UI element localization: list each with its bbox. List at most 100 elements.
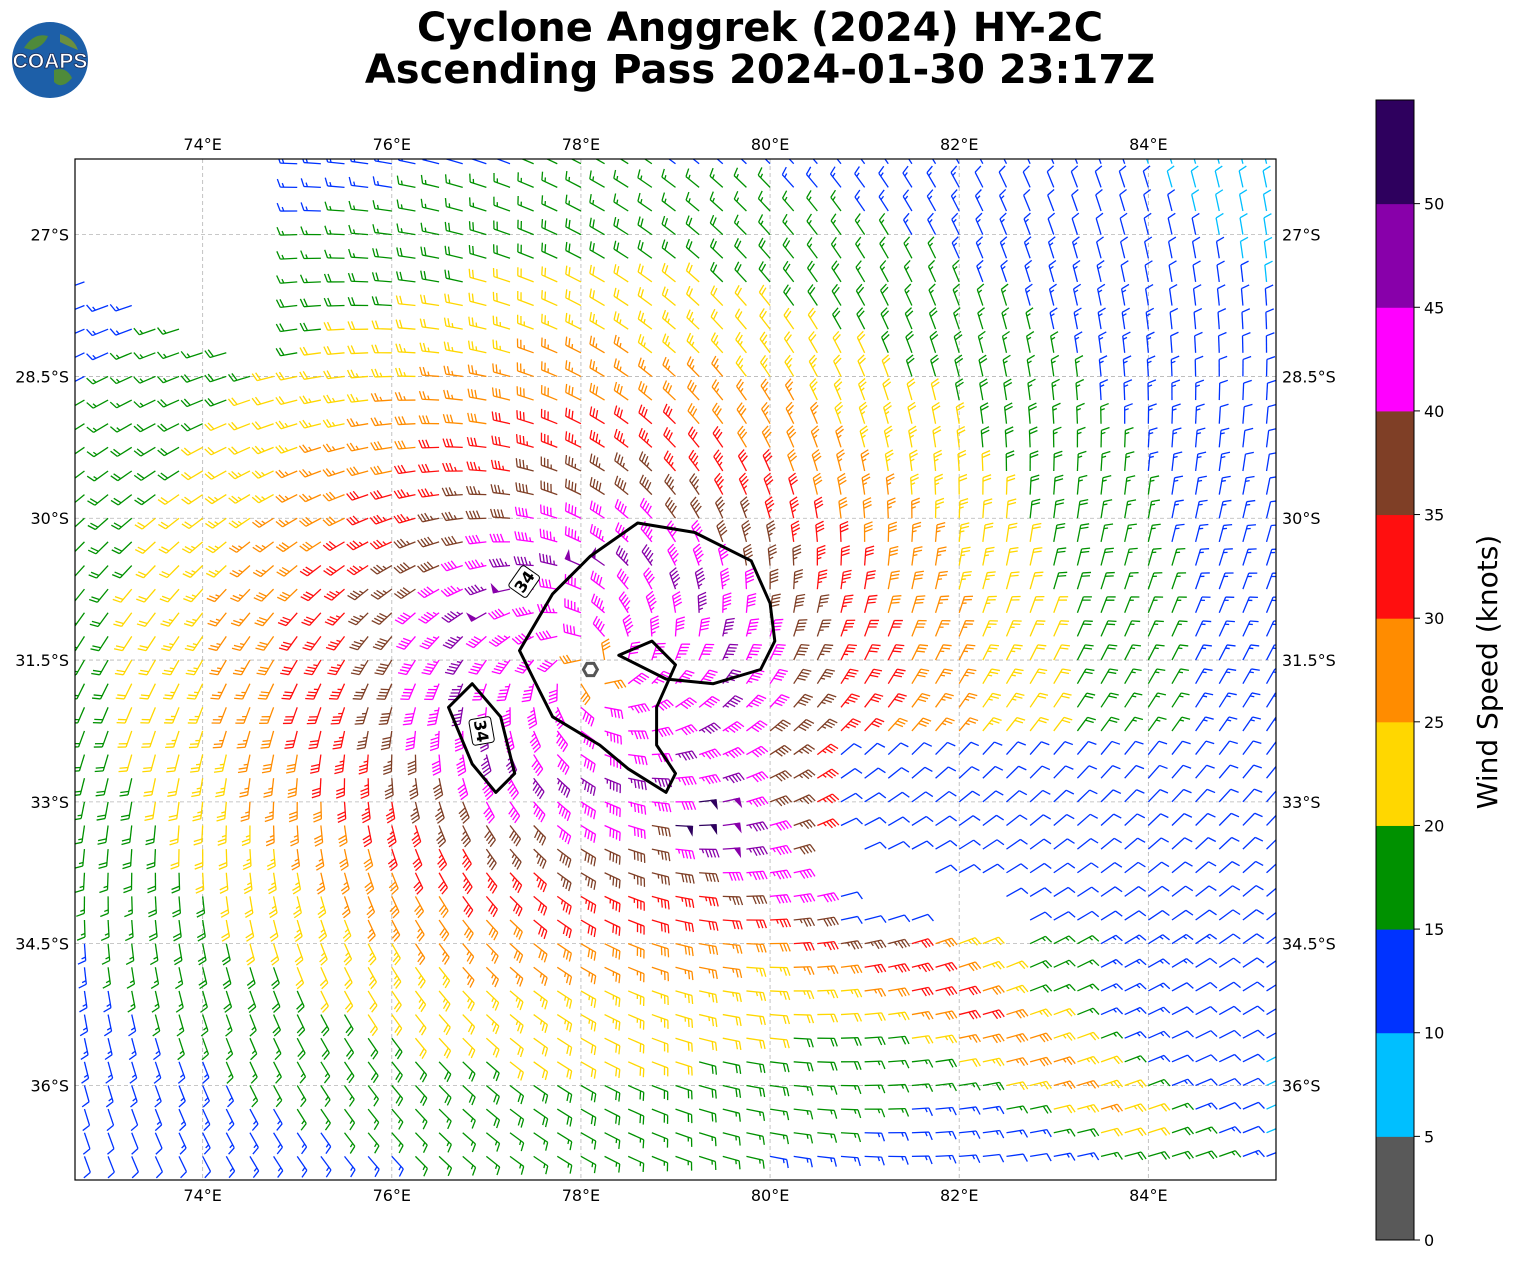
wind-barb-feather bbox=[830, 236, 837, 245]
wind-barb-feather bbox=[1197, 451, 1207, 455]
wind-barb-feather bbox=[326, 370, 332, 379]
wind-barb-feather bbox=[114, 596, 124, 601]
wind-barb-shaft bbox=[589, 390, 605, 401]
wind-barb-feather bbox=[1242, 355, 1252, 361]
wind-barb-feather bbox=[376, 465, 383, 474]
wind-barb bbox=[934, 546, 947, 566]
wind-barb-feather bbox=[892, 595, 902, 598]
wind-barb-feather bbox=[227, 423, 235, 431]
wind-barb-feather bbox=[738, 405, 745, 413]
wind-barb-feather bbox=[955, 381, 964, 388]
wind-barb bbox=[1191, 236, 1201, 259]
wind-barb-feather bbox=[1071, 188, 1079, 196]
wind-barb bbox=[1143, 212, 1152, 235]
wind-barb-feather bbox=[721, 574, 730, 580]
wind-barb-half-feather bbox=[1103, 527, 1109, 530]
wind-barb-shaft bbox=[1053, 596, 1061, 614]
wind-barb-feather bbox=[574, 483, 577, 492]
wind-barb bbox=[861, 473, 871, 495]
wind-barb-feather bbox=[276, 596, 286, 602]
wind-barb-shaft bbox=[1053, 477, 1056, 495]
wind-barb-feather bbox=[138, 595, 147, 601]
wind-barb-feather bbox=[157, 425, 165, 432]
wind-barb-feather bbox=[346, 493, 353, 501]
wind-barb-feather bbox=[711, 402, 718, 411]
wind-barb-half-feather bbox=[115, 306, 120, 311]
wind-barb bbox=[1053, 474, 1064, 495]
wind-barb bbox=[1096, 236, 1104, 259]
wind-barb bbox=[662, 403, 676, 425]
wind-barb-feather bbox=[280, 672, 289, 676]
wind-barb-shaft bbox=[541, 179, 558, 188]
wind-barb-shaft bbox=[92, 399, 109, 409]
wind-barb-feather bbox=[65, 550, 73, 554]
wind-barb bbox=[86, 446, 109, 458]
wind-barb-shaft bbox=[165, 517, 180, 530]
wind-barb bbox=[664, 497, 677, 519]
wind-barb-shaft bbox=[688, 456, 700, 472]
wind-barb-shaft bbox=[422, 254, 440, 259]
wind-barb-feather bbox=[835, 404, 844, 412]
wind-barb-feather bbox=[838, 496, 847, 502]
wind-barb-feather bbox=[139, 697, 148, 700]
wind-barb-feather bbox=[134, 524, 143, 530]
wind-barb-feather bbox=[204, 498, 213, 505]
wind-barb-feather bbox=[1004, 381, 1013, 388]
wind-barb bbox=[934, 644, 952, 661]
wind-barb-feather bbox=[322, 494, 330, 502]
wind-barb-feather bbox=[186, 644, 196, 649]
wind-barb bbox=[227, 421, 251, 431]
wind-barb-feather bbox=[257, 697, 267, 700]
wind-barb-half-feather bbox=[792, 532, 797, 537]
wind-barb-half-feather bbox=[769, 556, 774, 560]
wind-barb-shaft bbox=[1169, 159, 1173, 164]
wind-barb bbox=[1194, 499, 1208, 519]
wind-barb-feather bbox=[689, 382, 695, 391]
wind-barb-feather bbox=[661, 192, 666, 201]
wind-barb bbox=[685, 262, 700, 283]
wind-barb-half-feather bbox=[1101, 431, 1106, 435]
wind-barb bbox=[1238, 189, 1248, 212]
wind-barb-shaft bbox=[331, 588, 345, 601]
wind-barb-shaft bbox=[446, 159, 463, 165]
wind-barb-feather bbox=[724, 624, 734, 628]
wind-barb bbox=[1071, 212, 1080, 235]
wind-barb bbox=[1195, 572, 1210, 590]
wind-barb-feather bbox=[681, 675, 691, 680]
wind-barb-feather bbox=[838, 476, 847, 482]
wind-barb bbox=[951, 236, 960, 259]
wind-barb-feather bbox=[254, 396, 262, 405]
wind-barb-feather bbox=[953, 307, 961, 314]
wind-barb bbox=[639, 474, 653, 496]
wind-barb-shaft bbox=[1098, 159, 1102, 164]
wind-barb bbox=[613, 264, 629, 283]
wind-barb-half-feather bbox=[1001, 242, 1006, 247]
wind-barb-feather bbox=[353, 615, 362, 621]
wind-barb-feather bbox=[913, 546, 923, 550]
wind-barb bbox=[788, 472, 798, 495]
wind-barb-feather bbox=[162, 672, 171, 676]
wind-barb bbox=[1076, 571, 1092, 590]
wind-barb bbox=[87, 494, 109, 506]
wind-barb-half-feather bbox=[601, 535, 604, 541]
wind-barb bbox=[1218, 523, 1233, 543]
wind-barb-half-feather bbox=[92, 403, 97, 407]
wind-barb bbox=[950, 165, 960, 188]
wind-barb-feather bbox=[207, 622, 216, 627]
wind-barb-half-feather bbox=[281, 206, 285, 212]
wind-barb-shaft bbox=[258, 494, 274, 504]
wind-barb-feather bbox=[1101, 450, 1111, 455]
wind-barb-shaft bbox=[469, 396, 487, 401]
wind-barb bbox=[979, 378, 989, 401]
wind-barb-shaft bbox=[902, 196, 913, 212]
wind-barb-feather bbox=[275, 546, 284, 553]
wind-barb-feather bbox=[524, 532, 528, 542]
wind-barb-feather bbox=[844, 594, 854, 597]
wind-barb-shaft bbox=[422, 230, 440, 236]
wind-barb bbox=[958, 473, 968, 495]
wind-barb-feather bbox=[492, 533, 498, 543]
wind-barb-shaft bbox=[1147, 644, 1157, 661]
wind-barb bbox=[661, 239, 676, 259]
wind-barb-half-feather bbox=[1150, 503, 1156, 506]
wind-barb-half-feather bbox=[667, 341, 671, 347]
